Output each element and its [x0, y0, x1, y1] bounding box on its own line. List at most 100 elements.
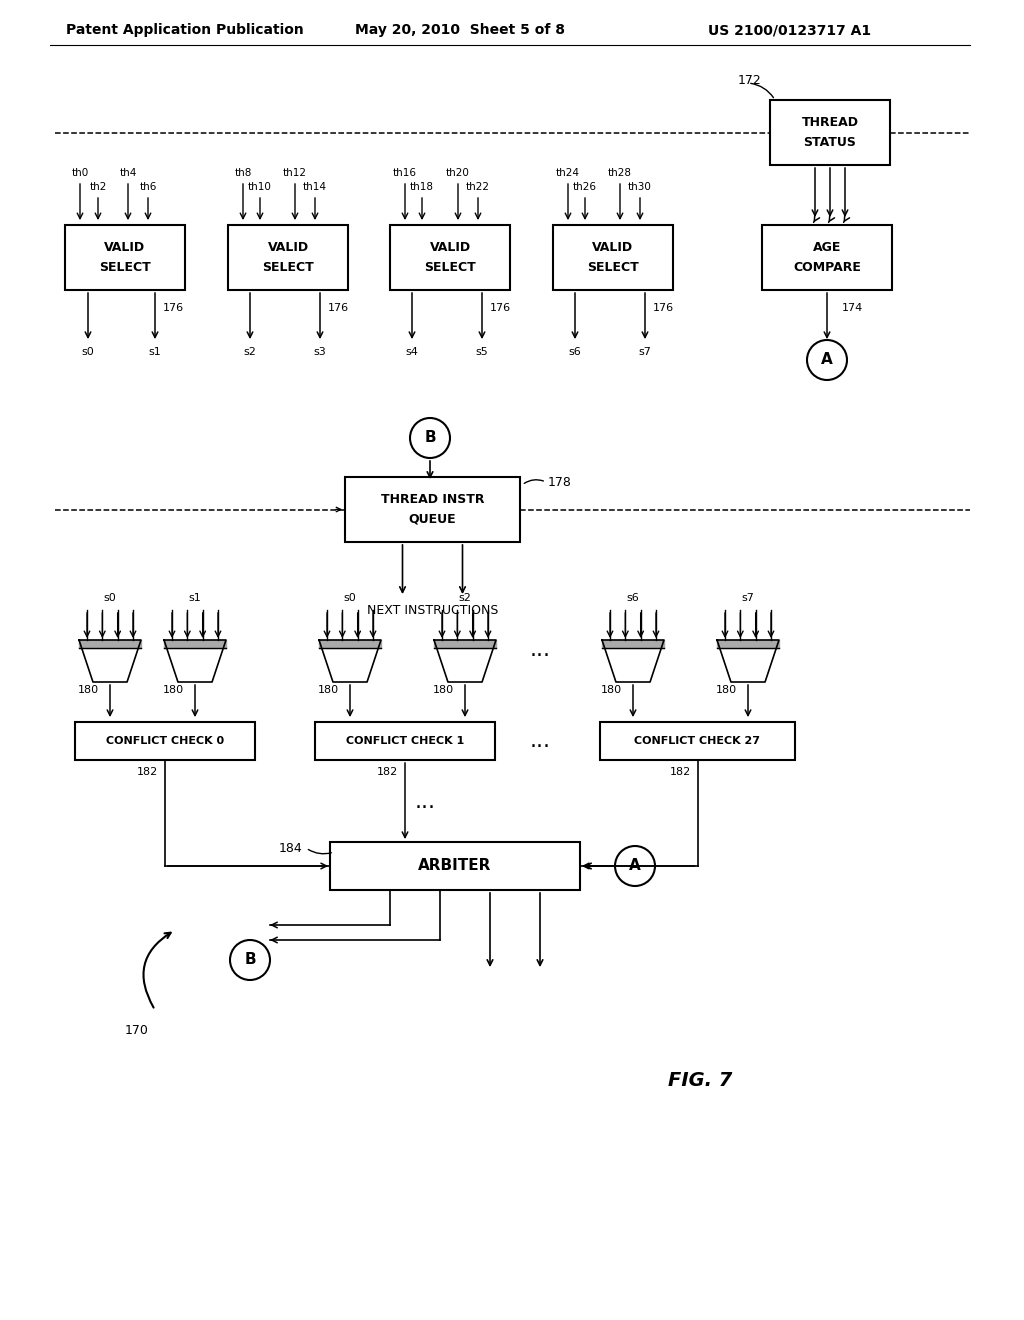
- Text: th4: th4: [120, 168, 136, 178]
- Text: CONFLICT CHECK 0: CONFLICT CHECK 0: [105, 737, 224, 746]
- FancyBboxPatch shape: [770, 100, 890, 165]
- Polygon shape: [164, 640, 226, 648]
- Text: s6: s6: [568, 347, 582, 356]
- FancyBboxPatch shape: [228, 224, 348, 290]
- Text: COMPARE: COMPARE: [793, 261, 861, 275]
- Polygon shape: [717, 640, 779, 682]
- Polygon shape: [164, 640, 226, 682]
- Polygon shape: [319, 640, 381, 682]
- Text: VALID: VALID: [267, 242, 308, 253]
- Text: s3: s3: [313, 347, 327, 356]
- FancyBboxPatch shape: [553, 224, 673, 290]
- Text: US 2100/0123717 A1: US 2100/0123717 A1: [709, 22, 871, 37]
- Text: May 20, 2010  Sheet 5 of 8: May 20, 2010 Sheet 5 of 8: [355, 22, 565, 37]
- Text: th22: th22: [466, 182, 490, 191]
- Text: VALID: VALID: [429, 242, 471, 253]
- Text: 176: 176: [653, 304, 674, 313]
- Text: th18: th18: [410, 182, 434, 191]
- Text: 172: 172: [738, 74, 762, 87]
- Text: NEXT INSTRUCTIONS: NEXT INSTRUCTIONS: [367, 603, 499, 616]
- FancyBboxPatch shape: [762, 224, 892, 290]
- Text: A: A: [629, 858, 641, 874]
- Text: s7: s7: [639, 347, 651, 356]
- Text: s0: s0: [344, 593, 356, 603]
- Text: B: B: [244, 953, 256, 968]
- Text: 170: 170: [125, 1023, 148, 1036]
- FancyBboxPatch shape: [315, 722, 495, 760]
- Text: ...: ...: [529, 640, 551, 660]
- Text: AGE: AGE: [813, 242, 841, 253]
- Text: s1: s1: [188, 593, 202, 603]
- Text: 182: 182: [137, 767, 159, 777]
- Text: th10: th10: [248, 182, 272, 191]
- Text: s2: s2: [244, 347, 256, 356]
- Text: s5: s5: [475, 347, 488, 356]
- Text: 176: 176: [490, 304, 511, 313]
- Text: s0: s0: [82, 347, 94, 356]
- Polygon shape: [79, 640, 141, 648]
- Text: VALID: VALID: [104, 242, 145, 253]
- Text: 180: 180: [601, 685, 623, 696]
- Text: th14: th14: [303, 182, 327, 191]
- Text: B: B: [424, 430, 436, 446]
- Text: 174: 174: [842, 304, 863, 313]
- Polygon shape: [319, 640, 381, 648]
- FancyBboxPatch shape: [65, 224, 185, 290]
- Text: s0: s0: [103, 593, 117, 603]
- Text: ...: ...: [529, 731, 551, 751]
- Text: 180: 180: [433, 685, 454, 696]
- Text: th26: th26: [573, 182, 597, 191]
- Text: th2: th2: [89, 182, 106, 191]
- Text: THREAD: THREAD: [802, 116, 858, 129]
- FancyBboxPatch shape: [390, 224, 510, 290]
- Text: ...: ...: [415, 792, 435, 812]
- Text: s1: s1: [148, 347, 162, 356]
- Text: Patent Application Publication: Patent Application Publication: [67, 22, 304, 37]
- Text: SELECT: SELECT: [424, 261, 476, 275]
- FancyBboxPatch shape: [330, 842, 580, 890]
- Text: s7: s7: [741, 593, 755, 603]
- Text: 178: 178: [548, 475, 571, 488]
- Text: 180: 180: [78, 685, 99, 696]
- Polygon shape: [602, 640, 664, 682]
- Text: s2: s2: [459, 593, 471, 603]
- Text: th12: th12: [283, 168, 307, 178]
- Text: SELECT: SELECT: [99, 261, 151, 275]
- Text: 182: 182: [670, 767, 691, 777]
- Text: th30: th30: [628, 182, 652, 191]
- Text: VALID: VALID: [593, 242, 634, 253]
- Text: ARBITER: ARBITER: [419, 858, 492, 874]
- Text: CONFLICT CHECK 27: CONFLICT CHECK 27: [635, 737, 761, 746]
- Text: 180: 180: [716, 685, 737, 696]
- Text: QUEUE: QUEUE: [409, 513, 457, 525]
- Polygon shape: [717, 640, 779, 648]
- Text: th16: th16: [393, 168, 417, 178]
- Text: FIG. 7: FIG. 7: [668, 1071, 732, 1089]
- Text: s4: s4: [406, 347, 419, 356]
- Text: th28: th28: [608, 168, 632, 178]
- Polygon shape: [602, 640, 664, 648]
- Text: s6: s6: [627, 593, 639, 603]
- FancyBboxPatch shape: [345, 477, 520, 543]
- Text: 182: 182: [377, 767, 398, 777]
- Text: 180: 180: [318, 685, 339, 696]
- FancyBboxPatch shape: [75, 722, 255, 760]
- Polygon shape: [434, 640, 496, 682]
- Text: th0: th0: [72, 168, 89, 178]
- Text: THREAD INSTR: THREAD INSTR: [381, 492, 484, 506]
- Text: SELECT: SELECT: [262, 261, 314, 275]
- Text: STATUS: STATUS: [804, 136, 856, 149]
- Text: 176: 176: [163, 304, 184, 313]
- Text: th24: th24: [556, 168, 580, 178]
- Text: A: A: [821, 352, 833, 367]
- Text: th8: th8: [234, 168, 252, 178]
- Text: 180: 180: [163, 685, 184, 696]
- Text: CONFLICT CHECK 1: CONFLICT CHECK 1: [346, 737, 464, 746]
- Text: th6: th6: [139, 182, 157, 191]
- Text: 184: 184: [279, 842, 302, 854]
- Text: SELECT: SELECT: [587, 261, 639, 275]
- Polygon shape: [434, 640, 496, 648]
- FancyBboxPatch shape: [600, 722, 795, 760]
- Polygon shape: [79, 640, 141, 682]
- Text: 176: 176: [328, 304, 349, 313]
